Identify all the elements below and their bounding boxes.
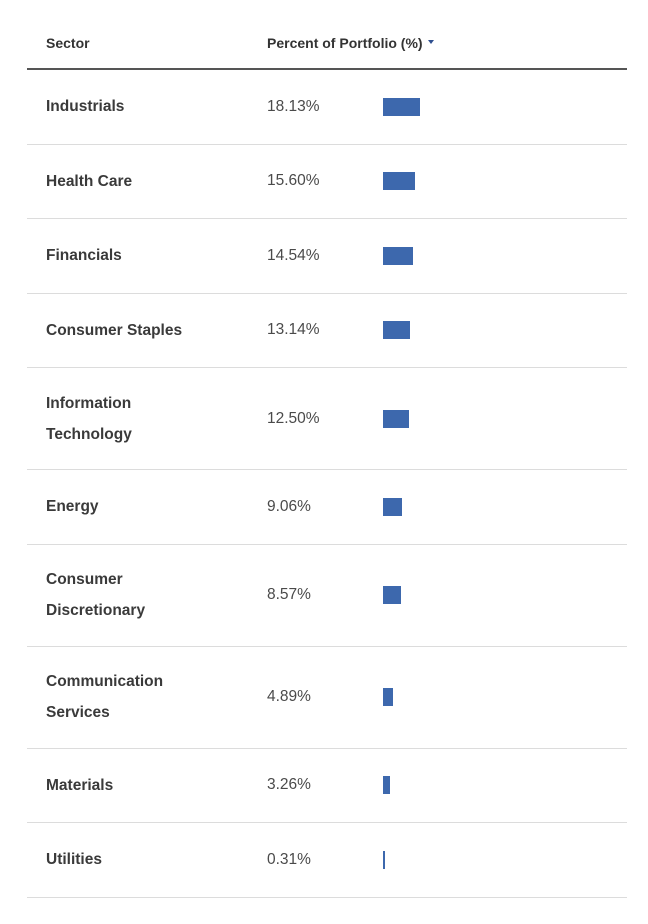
percent-bar xyxy=(383,688,393,706)
sector-percent: 0.31% xyxy=(267,850,311,868)
sector-name: Health Care xyxy=(46,172,133,190)
sector-name: Industrials xyxy=(46,98,125,116)
bar-track xyxy=(383,97,533,116)
bar-track xyxy=(383,246,533,265)
sector-name: Financials xyxy=(46,247,122,265)
table-row: Consumer Discretionary 8.57% xyxy=(27,545,627,647)
sort-descending-icon[interactable] xyxy=(427,40,434,44)
bar-track xyxy=(383,497,533,516)
percent-bar xyxy=(383,850,385,869)
bar-track xyxy=(383,688,533,706)
percent-bar xyxy=(383,586,401,604)
percent-bar xyxy=(383,97,420,116)
table-row: Energy 9.06% xyxy=(27,470,627,545)
table-row: Communication Services 4.89% xyxy=(27,647,627,749)
table-row: Materials 3.26% xyxy=(27,749,627,823)
sector-name: Materials xyxy=(46,776,114,794)
sector-percent: 13.14% xyxy=(267,321,320,339)
sector-percent: 14.54% xyxy=(267,246,320,264)
percent-bar xyxy=(383,776,390,795)
bar-track xyxy=(383,586,533,604)
table-header: Sector Percent of Portfolio (%) xyxy=(27,18,627,70)
sector-percent: 18.13% xyxy=(267,97,320,115)
sector-percent: 12.50% xyxy=(267,409,320,427)
sector-name: Information Technology xyxy=(46,394,132,443)
percent-column-header[interactable]: Percent of Portfolio (%) xyxy=(267,35,627,51)
bar-track xyxy=(383,776,533,795)
sector-percent: 15.60% xyxy=(267,172,320,190)
sector-column-header[interactable]: Sector xyxy=(46,35,90,51)
sector-name: Consumer Staples xyxy=(46,321,183,339)
sector-percent: 4.89% xyxy=(267,688,311,705)
sector-name: Consumer Discretionary xyxy=(46,571,146,619)
table-row: Industrials 18.13% xyxy=(27,70,627,145)
sector-name: Communication Services xyxy=(46,673,164,721)
table-row: Utilities 0.31% xyxy=(27,823,627,898)
sector-percent: 9.06% xyxy=(267,497,311,515)
table-row: Consumer Staples 13.14% xyxy=(27,294,627,368)
sector-percent: 8.57% xyxy=(267,586,311,603)
table-row: Information Technology 12.50% xyxy=(27,368,627,470)
sector-percent: 3.26% xyxy=(267,776,311,794)
percent-bar xyxy=(383,321,410,340)
sector-name: Utilities xyxy=(46,851,102,869)
bar-track xyxy=(383,409,533,428)
percent-bar xyxy=(383,246,413,265)
table-row: Financials 14.54% xyxy=(27,219,627,294)
bar-track xyxy=(383,321,533,340)
bar-track xyxy=(383,172,533,191)
percent-bar xyxy=(383,172,415,191)
percent-bar xyxy=(383,497,402,516)
percent-column-header-label: Percent of Portfolio (%) xyxy=(267,35,423,51)
table-row: Health Care 15.60% xyxy=(27,145,627,219)
bar-track xyxy=(383,850,533,869)
sector-name: Energy xyxy=(46,498,99,516)
percent-bar xyxy=(383,409,409,428)
sector-allocation-table: Sector Percent of Portfolio (%) Industri… xyxy=(27,18,627,898)
